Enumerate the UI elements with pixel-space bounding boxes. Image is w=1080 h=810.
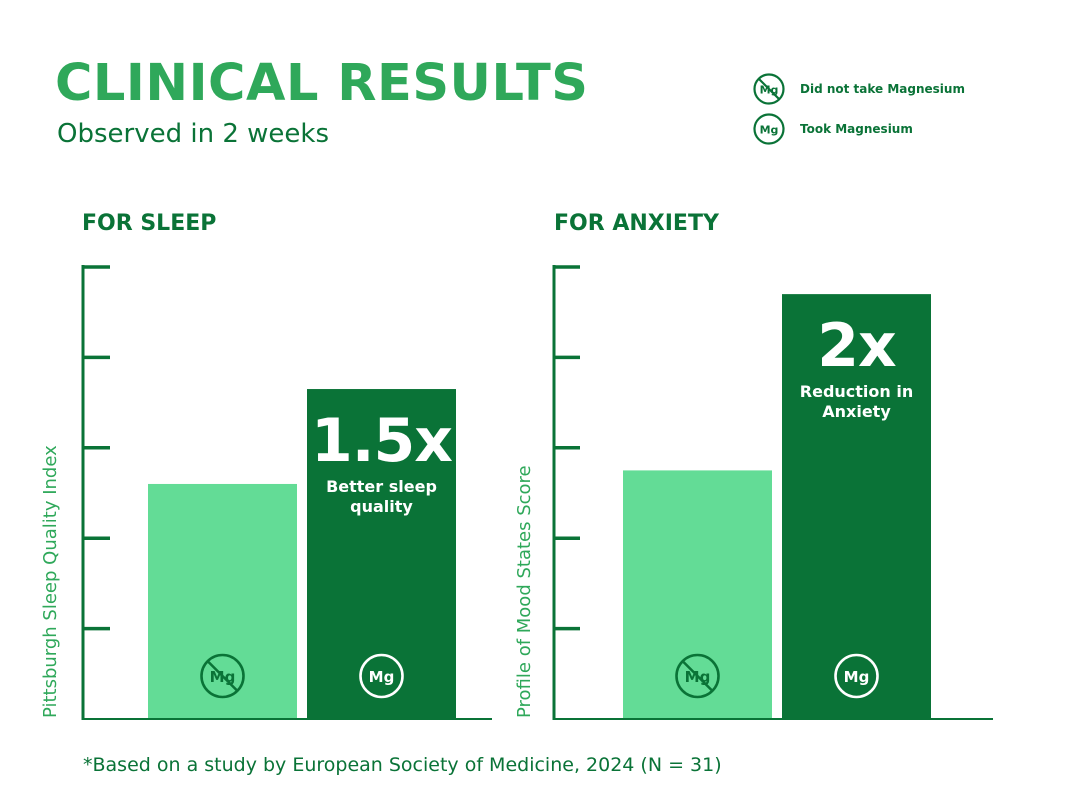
annotation-value: 1.5x xyxy=(311,406,453,477)
annotation-value: 2x xyxy=(817,311,896,382)
bar-icon-text: Mg xyxy=(369,668,395,686)
page-subtitle: Observed in 2 weeks xyxy=(57,119,329,149)
magnesium-icon: Mg xyxy=(359,653,404,699)
no-magnesium-icon: Mg xyxy=(753,73,785,105)
no-magnesium-icon: Mg xyxy=(200,653,245,699)
legend-label: Took Magnesium xyxy=(800,122,913,136)
footnote: *Based on a study by European Society of… xyxy=(83,754,722,776)
magnesium-icon: Mg xyxy=(753,113,785,145)
annotation-text: Better sleep quality xyxy=(326,477,437,517)
magnesium-icon: Mg xyxy=(834,653,879,699)
legend-item-magnesium: Mg Took Magnesium xyxy=(752,112,992,146)
legend-icon-text: Mg xyxy=(760,124,779,137)
chart-title-anxiety: FOR ANXIETY xyxy=(554,211,719,236)
bar-anxiety-magnesium xyxy=(782,294,931,719)
no-magnesium-icon: Mg xyxy=(675,653,720,699)
bar-sleep-magnesium xyxy=(307,389,456,719)
annotation-text: Reduction in Anxiety xyxy=(799,382,914,422)
anxiety-annotation: 2x Reduction in Anxiety xyxy=(782,316,931,422)
sleep-annotation: 1.5x Better sleep quality xyxy=(307,411,456,517)
legend-item-no-magnesium: Mg Did not take Magnesium xyxy=(752,72,992,106)
bar-sleep-no-magnesium xyxy=(148,483,297,719)
bar-icon-text: Mg xyxy=(844,668,870,686)
chart-title-sleep: FOR SLEEP xyxy=(82,211,217,236)
page-title: CLINICAL RESULTS xyxy=(55,54,589,113)
legend-label: Did not take Magnesium xyxy=(800,82,965,96)
